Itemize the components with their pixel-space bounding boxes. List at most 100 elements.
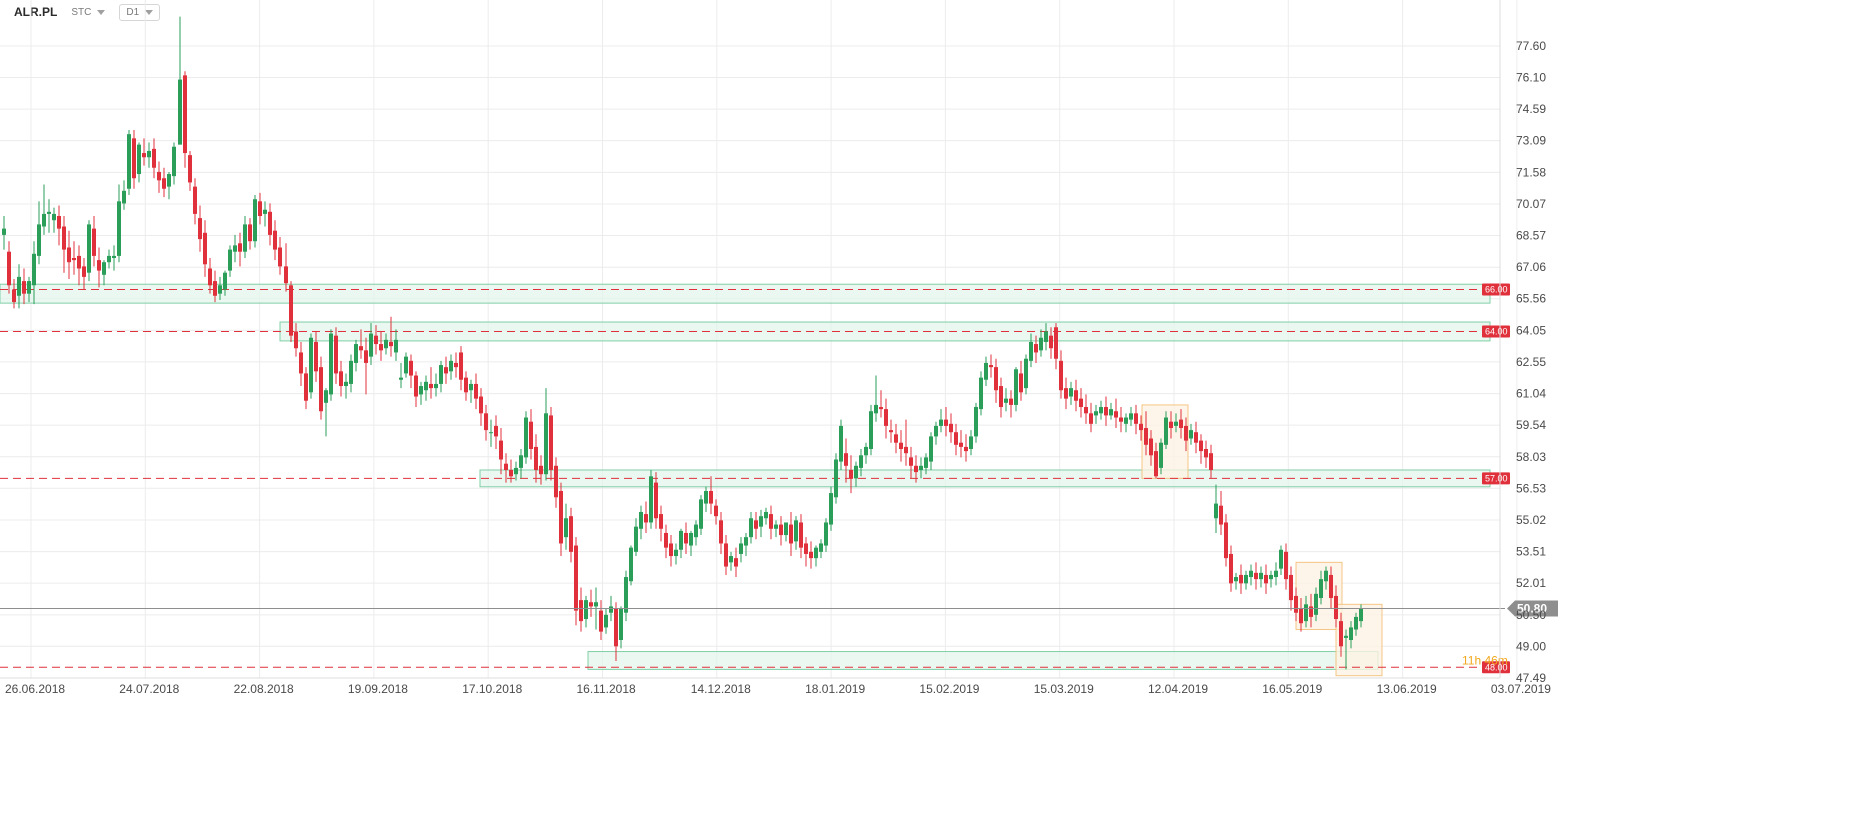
- candle-up: [263, 209, 267, 214]
- candle-up: [1014, 369, 1018, 405]
- candle-down: [849, 469, 853, 479]
- candle-down: [142, 153, 146, 158]
- candle-up: [619, 608, 623, 641]
- candle-up: [859, 455, 863, 468]
- candle-up: [439, 365, 443, 384]
- candle-down: [664, 532, 668, 548]
- candle-down: [499, 440, 503, 460]
- candle-up: [419, 386, 423, 395]
- x-tick-label: 15.03.2019: [1034, 682, 1094, 696]
- level-label: 57.00: [1485, 473, 1508, 483]
- candle-up: [784, 522, 788, 536]
- candle-up: [974, 407, 978, 437]
- candle-down: [884, 409, 888, 426]
- source-label: STC: [71, 6, 92, 18]
- candle-up: [759, 516, 763, 527]
- candle-down: [804, 543, 808, 554]
- candle-down: [1054, 327, 1058, 359]
- candle-up: [47, 211, 51, 214]
- candle-down: [769, 514, 773, 529]
- candle-up: [1044, 331, 1048, 342]
- candle-down: [379, 344, 383, 351]
- candle-down: [1049, 335, 1053, 349]
- candle-up: [1359, 608, 1363, 622]
- candle-down: [414, 375, 418, 397]
- candle-down: [132, 138, 136, 179]
- candle-down: [509, 469, 513, 477]
- candle-up: [729, 556, 733, 563]
- candle-down: [429, 383, 433, 389]
- candle-down: [1139, 423, 1143, 431]
- level-label: 48.00: [1485, 662, 1508, 672]
- candle-down: [899, 442, 903, 450]
- candle-down: [949, 423, 953, 433]
- x-tick-label: 18.01.2019: [805, 682, 865, 696]
- candle-down: [549, 415, 553, 470]
- candle-up: [609, 606, 613, 613]
- x-tick-label: 13.06.2019: [1377, 682, 1437, 696]
- candle-up: [228, 249, 232, 271]
- candle-up: [1269, 574, 1273, 580]
- candle-down: [77, 255, 81, 269]
- candle-up: [979, 377, 983, 410]
- candle-down: [459, 352, 463, 380]
- symbol-label[interactable]: ALR.PL: [14, 5, 58, 19]
- candle-up: [178, 79, 182, 145]
- y-tick-label: 62.55: [1516, 355, 1546, 369]
- source-dropdown[interactable]: STC: [65, 5, 111, 20]
- candle-down: [1034, 344, 1038, 353]
- candle-up: [584, 600, 588, 620]
- candle-up: [469, 383, 473, 391]
- candle-up: [749, 518, 753, 538]
- candle-down: [539, 465, 543, 475]
- level-tag: [1482, 325, 1510, 338]
- candle-down: [1289, 574, 1293, 601]
- level-tag: [1482, 283, 1510, 296]
- y-tick-label: 70.07: [1516, 197, 1546, 211]
- candle-up: [394, 339, 398, 353]
- candle-up: [969, 436, 973, 450]
- candle-down: [1224, 522, 1228, 559]
- candle-down: [157, 171, 161, 181]
- candle-up: [624, 577, 628, 613]
- candle-down: [339, 371, 343, 387]
- candle-down: [659, 514, 663, 529]
- candle-down: [1079, 398, 1083, 408]
- candle-down: [284, 266, 288, 284]
- candle-down: [614, 608, 618, 647]
- candle-down: [162, 178, 166, 189]
- candle-up: [814, 547, 818, 559]
- candle-up: [1039, 337, 1043, 351]
- candle-down: [479, 396, 483, 414]
- timeframe-dropdown[interactable]: D1: [119, 3, 161, 21]
- candle-down: [1169, 421, 1173, 429]
- candle-up: [839, 425, 843, 462]
- current-price-line: 50.80 11h 46m: [0, 600, 1558, 667]
- candle-up: [1314, 593, 1318, 615]
- candle-up: [147, 150, 151, 158]
- candle-up: [52, 213, 56, 221]
- price-axis[interactable]: 77.60 76.10 74.59 73.09 71.58 70.07 68.57 67.06…: [1499, 0, 1546, 685]
- candle-down: [999, 386, 1003, 408]
- candle-countdown: 11h 46m: [1462, 653, 1508, 667]
- y-tick-label: 68.57: [1516, 229, 1546, 243]
- candle-down: [684, 532, 688, 544]
- candle-up: [919, 465, 923, 470]
- candle-up: [564, 518, 568, 538]
- candle-up: [1249, 570, 1253, 578]
- candle-down: [719, 520, 723, 544]
- date-axis[interactable]: 26.06.2018 24.07.2018 22.08.2018 19.09.2018…: [0, 677, 1551, 696]
- candle-up: [1004, 398, 1008, 403]
- candle-up: [1099, 407, 1103, 414]
- candle-up: [1124, 417, 1128, 424]
- y-tick-label: 71.58: [1516, 165, 1546, 179]
- candle-up: [1174, 421, 1178, 426]
- candle-down: [1339, 621, 1343, 647]
- candle-down: [1134, 413, 1138, 424]
- candle-up: [604, 614, 608, 628]
- candle-down: [334, 335, 338, 374]
- candle-down: [359, 346, 363, 351]
- y-tick-label: 55.02: [1516, 513, 1546, 527]
- candle-up: [324, 390, 328, 403]
